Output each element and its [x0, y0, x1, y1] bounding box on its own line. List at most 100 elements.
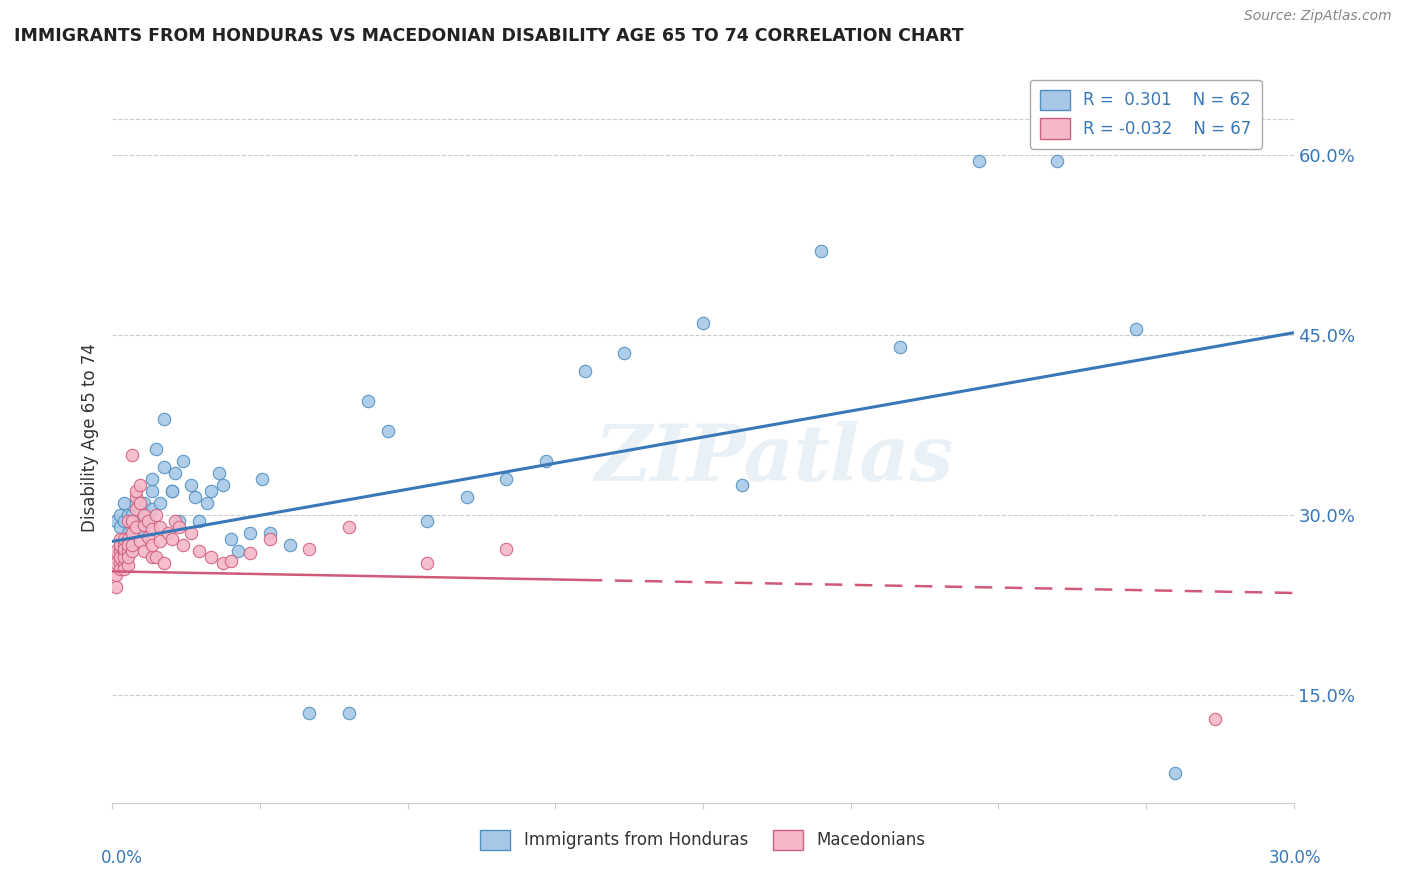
- Point: [121, 526, 143, 541]
- Point: [152, 412, 174, 426]
- Point: [129, 534, 152, 549]
- Point: [337, 520, 360, 534]
- Point: [117, 538, 139, 552]
- Point: [112, 514, 135, 528]
- Point: [967, 154, 990, 169]
- Point: [145, 549, 167, 564]
- Point: [121, 514, 143, 528]
- Point: [110, 544, 132, 558]
- Point: [121, 508, 143, 522]
- Point: [278, 538, 301, 552]
- Point: [117, 538, 139, 552]
- Point: [141, 549, 163, 564]
- Point: [132, 508, 155, 522]
- Point: [129, 508, 152, 522]
- Point: [574, 364, 596, 378]
- Point: [132, 526, 155, 541]
- Point: [136, 514, 159, 528]
- Point: [141, 538, 163, 552]
- Point: [357, 394, 380, 409]
- Text: 30.0%: 30.0%: [1270, 849, 1322, 867]
- Point: [152, 460, 174, 475]
- Point: [125, 514, 148, 528]
- Point: [132, 544, 155, 558]
- Point: [136, 530, 159, 544]
- Point: [125, 483, 148, 498]
- Point: [105, 514, 128, 528]
- Point: [110, 508, 132, 522]
- Point: [145, 442, 167, 456]
- Point: [132, 496, 155, 510]
- Point: [211, 556, 233, 570]
- Point: [149, 534, 172, 549]
- Point: [117, 549, 139, 564]
- Point: [112, 549, 135, 564]
- Point: [125, 520, 148, 534]
- Point: [117, 514, 139, 528]
- Point: [208, 466, 231, 480]
- Point: [298, 541, 321, 556]
- Point: [156, 526, 179, 541]
- Point: [377, 424, 399, 438]
- Point: [145, 508, 167, 522]
- Point: [125, 496, 148, 510]
- Point: [141, 472, 163, 486]
- Point: [110, 538, 132, 552]
- Text: IMMIGRANTS FROM HONDURAS VS MACEDONIAN DISABILITY AGE 65 TO 74 CORRELATION CHART: IMMIGRANTS FROM HONDURAS VS MACEDONIAN D…: [14, 27, 963, 45]
- Point: [129, 478, 152, 492]
- Point: [1164, 765, 1187, 780]
- Point: [141, 523, 163, 537]
- Point: [219, 553, 242, 567]
- Point: [121, 544, 143, 558]
- Point: [117, 526, 139, 541]
- Point: [125, 490, 148, 504]
- Point: [495, 472, 517, 486]
- Point: [416, 514, 439, 528]
- Point: [117, 544, 139, 558]
- Point: [416, 556, 439, 570]
- Point: [121, 526, 143, 541]
- Point: [172, 538, 194, 552]
- Point: [180, 478, 202, 492]
- Point: [110, 532, 132, 546]
- Point: [495, 541, 517, 556]
- Point: [129, 496, 152, 510]
- Point: [259, 532, 281, 546]
- Point: [117, 508, 139, 522]
- Point: [149, 496, 172, 510]
- Point: [731, 478, 754, 492]
- Point: [129, 520, 152, 534]
- Point: [188, 544, 211, 558]
- Point: [165, 466, 187, 480]
- Point: [810, 244, 832, 259]
- Point: [169, 514, 191, 528]
- Point: [239, 526, 262, 541]
- Point: [112, 562, 135, 576]
- Text: Source: ZipAtlas.com: Source: ZipAtlas.com: [1244, 9, 1392, 23]
- Point: [112, 546, 135, 560]
- Point: [160, 483, 183, 498]
- Legend: Immigrants from Honduras, Macedonians: Immigrants from Honduras, Macedonians: [474, 823, 932, 856]
- Point: [250, 472, 273, 486]
- Point: [228, 544, 250, 558]
- Point: [105, 580, 128, 594]
- Point: [117, 558, 139, 573]
- Point: [188, 514, 211, 528]
- Point: [613, 346, 636, 360]
- Point: [211, 478, 233, 492]
- Text: 0.0%: 0.0%: [101, 849, 143, 867]
- Point: [239, 546, 262, 560]
- Point: [110, 549, 132, 564]
- Point: [1125, 322, 1147, 336]
- Point: [889, 340, 911, 354]
- Point: [180, 526, 202, 541]
- Point: [534, 454, 557, 468]
- Point: [1243, 136, 1265, 151]
- Point: [1046, 154, 1069, 169]
- Point: [121, 448, 143, 462]
- Point: [1204, 712, 1226, 726]
- Point: [160, 532, 183, 546]
- Point: [136, 508, 159, 522]
- Point: [110, 538, 132, 552]
- Y-axis label: Disability Age 65 to 74: Disability Age 65 to 74: [82, 343, 100, 532]
